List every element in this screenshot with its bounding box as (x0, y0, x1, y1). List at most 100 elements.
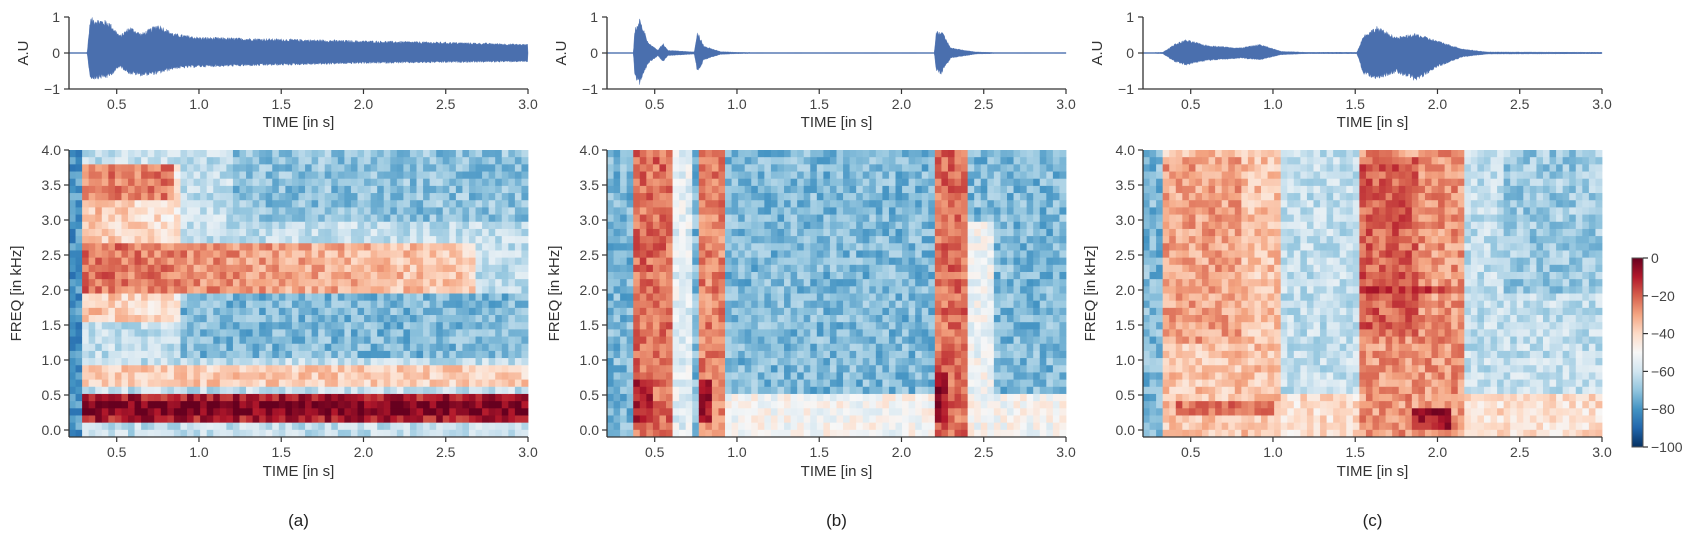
spectrogram-cell (843, 207, 850, 215)
spectrogram-cell (646, 430, 653, 438)
spectrogram-cell (220, 286, 227, 294)
spectrogram-cell (673, 215, 680, 223)
spectrogram-cell (771, 250, 778, 258)
spectrogram-cell (896, 365, 903, 373)
spectrogram-cell (764, 179, 771, 187)
spectrogram-cell (922, 351, 929, 359)
spectrogram-cell (226, 286, 233, 294)
spectrogram-cell (928, 315, 935, 323)
spectrogram-cell (200, 272, 207, 280)
spectrogram-cell (344, 387, 351, 395)
spectrogram-cell (679, 329, 686, 337)
spectrogram-cell (896, 186, 903, 194)
spectrogram-cell (928, 351, 935, 359)
spectrogram-cell (797, 279, 804, 287)
spectrogram-cell (515, 193, 522, 201)
spectrogram-cell (141, 294, 148, 302)
spectrogram-cell (285, 236, 292, 244)
spectrogram-cell (817, 172, 824, 180)
spectrogram-cell (338, 358, 345, 366)
spectrogram-cell (351, 430, 358, 438)
spectrogram-cell (351, 215, 358, 223)
spectrogram-cell (397, 215, 404, 223)
spectrogram-cell (180, 358, 187, 366)
spectrogram-cell (200, 186, 207, 194)
spectrogram-cell (148, 344, 155, 352)
spectrogram-cell (843, 329, 850, 337)
spectrogram-cell (758, 265, 765, 273)
spectrogram-cell (640, 387, 647, 395)
spectrogram-cell (495, 358, 502, 366)
spectrogram-cell (76, 294, 83, 302)
spectrogram-cell (922, 193, 929, 201)
spectrogram-cell (889, 380, 896, 388)
spectrogram-cell (521, 380, 528, 388)
spectrogram-cell (607, 394, 614, 402)
spectrogram-cell (725, 387, 732, 395)
spectrogram-cell (640, 308, 647, 316)
spectrogram-cell (476, 164, 483, 172)
spectrogram-cell (299, 164, 306, 172)
spectrogram-cell (331, 294, 338, 302)
spectrogram-cell (627, 430, 634, 438)
spectrogram-cell (233, 315, 240, 323)
spectrogram-cell (521, 236, 528, 244)
spectrogram-cell (344, 193, 351, 201)
spectrogram-cell (180, 401, 187, 409)
spectrogram-cell (725, 229, 732, 237)
spectrogram-cell (187, 193, 194, 201)
spectrogram-cell (253, 294, 260, 302)
spectrogram-cell (627, 258, 634, 266)
spectrogram-cell (89, 401, 96, 409)
spectrogram-cell (797, 372, 804, 380)
spectrogram-cell (154, 172, 161, 180)
spectrogram-cell (462, 351, 469, 359)
spectrogram-cell (508, 423, 515, 431)
spectrogram-cell (469, 308, 476, 316)
spectrogram-cell (705, 279, 712, 287)
spectrogram-cell (299, 394, 306, 402)
spectrogram-cell (318, 250, 325, 258)
spectrogram-cell (462, 279, 469, 287)
spectrogram-cell (476, 294, 483, 302)
spectrogram-cell (364, 394, 371, 402)
spectrogram-cell (430, 286, 437, 294)
spectrogram-cell (502, 423, 509, 431)
spectrogram-cell (489, 365, 496, 373)
spectrogram-cell (935, 380, 942, 388)
spectrogram-cell (646, 215, 653, 223)
spectrogram-cell (627, 401, 634, 409)
spectrogram-cell (239, 265, 246, 273)
spectrogram-cell (194, 329, 201, 337)
spectrogram-cell (764, 294, 771, 302)
spectrogram-cell (718, 315, 725, 323)
spectrogram-cell (948, 172, 955, 180)
spectrogram-cell (758, 186, 765, 194)
spectrogram-cell (928, 193, 935, 201)
spectrogram-cell (410, 222, 417, 230)
spectrogram-cell (102, 337, 109, 345)
spectrogram-cell (371, 150, 378, 158)
spectrogram-cell (935, 186, 942, 194)
spectrogram-cell (272, 157, 279, 165)
spectrogram-cell (850, 222, 857, 230)
spectrogram-cell (436, 179, 443, 187)
spectrogram-cell (896, 157, 903, 165)
spectrogram-cell (640, 394, 647, 402)
spectrogram-cell (495, 200, 502, 208)
spectrogram-cell (653, 265, 660, 273)
spectrogram-cell (758, 301, 765, 309)
spectrogram-cell (154, 329, 161, 337)
spectrogram-cell (889, 272, 896, 280)
spectrogram-cell (692, 294, 699, 302)
spectrogram-cell (941, 301, 948, 309)
spectrogram-cell (443, 401, 450, 409)
spectrogram-cell (76, 279, 83, 287)
spectrogram-cell (876, 372, 883, 380)
spectrogram-cell (489, 193, 496, 201)
spectrogram-cell (207, 365, 214, 373)
spectrogram-cell (817, 236, 824, 244)
spectrogram-cell (928, 322, 935, 330)
spectrogram-cell (115, 215, 122, 223)
spectrogram-cell (843, 279, 850, 287)
